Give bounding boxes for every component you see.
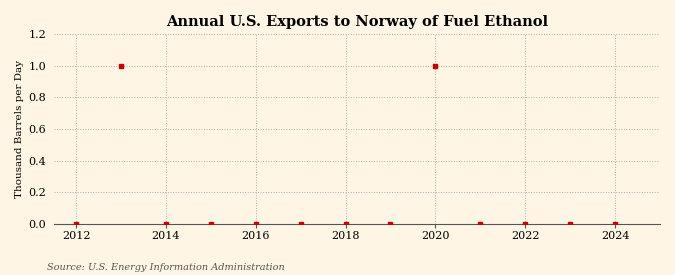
Y-axis label: Thousand Barrels per Day: Thousand Barrels per Day — [15, 60, 24, 198]
Title: Annual U.S. Exports to Norway of Fuel Ethanol: Annual U.S. Exports to Norway of Fuel Et… — [166, 15, 548, 29]
Text: Source: U.S. Energy Information Administration: Source: U.S. Energy Information Administ… — [47, 263, 285, 272]
